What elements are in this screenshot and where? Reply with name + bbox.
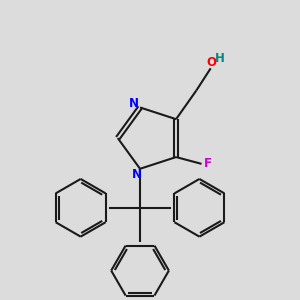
Text: N: N <box>129 97 139 110</box>
Text: N: N <box>132 168 142 182</box>
Text: F: F <box>204 158 212 170</box>
Text: O: O <box>207 56 217 69</box>
Text: H: H <box>215 52 225 64</box>
